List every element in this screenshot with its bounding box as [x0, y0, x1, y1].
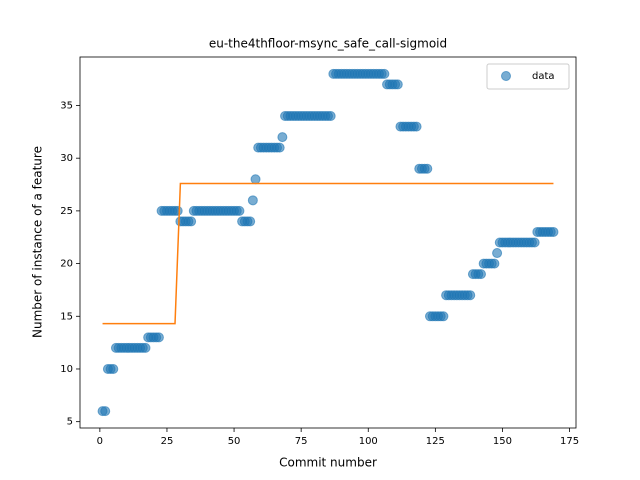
- data-point: [548, 226, 559, 237]
- data-point: [100, 406, 111, 417]
- data-point: [489, 258, 500, 269]
- y-tick-label: 5: [67, 417, 73, 428]
- data-point: [247, 195, 258, 206]
- y-tick-label: 10: [60, 364, 73, 375]
- x-tick-label: 175: [560, 436, 579, 447]
- x-tick-label: 125: [426, 436, 445, 447]
- data-point: [108, 363, 119, 374]
- y-tick-label: 15: [60, 311, 73, 322]
- x-tick-label: 50: [228, 436, 241, 447]
- data-point: [465, 290, 476, 301]
- data-point: [245, 216, 256, 227]
- data-point: [234, 205, 245, 216]
- data-point: [274, 142, 285, 153]
- data-point: [422, 163, 433, 174]
- y-axis-label: Number of instance of a feature: [31, 146, 45, 338]
- x-tick-label: 0: [97, 436, 103, 447]
- chart-title: eu-the4thfloor-msync_safe_call-sigmoid: [209, 37, 447, 51]
- x-tick-label: 100: [359, 436, 378, 447]
- x-tick-label: 25: [161, 436, 174, 447]
- x-tick-label: 75: [295, 436, 308, 447]
- data-point: [186, 216, 197, 227]
- legend-marker: [501, 71, 511, 81]
- data-point: [529, 237, 540, 248]
- y-tick-label: 35: [60, 100, 73, 111]
- data-point: [277, 132, 288, 143]
- fit-line: [102, 182, 554, 325]
- data-point: [379, 68, 390, 79]
- x-tick-label: 150: [493, 436, 512, 447]
- x-axis-label: Commit number: [279, 456, 377, 470]
- data-point: [250, 174, 261, 185]
- plot-frame: [79, 56, 577, 429]
- y-tick-label: 30: [60, 153, 73, 164]
- y-tick-label: 25: [60, 206, 73, 217]
- data-point: [325, 111, 336, 122]
- data-point: [438, 311, 449, 322]
- data-point: [492, 248, 503, 259]
- data-point: [153, 332, 164, 343]
- y-tick-label: 20: [60, 259, 73, 270]
- data-point: [411, 121, 422, 132]
- data-point: [392, 79, 403, 90]
- data-point: [475, 269, 486, 280]
- legend-label: data: [532, 71, 555, 82]
- legend-box: [486, 63, 570, 90]
- data-point: [172, 205, 183, 216]
- data-point: [140, 342, 151, 353]
